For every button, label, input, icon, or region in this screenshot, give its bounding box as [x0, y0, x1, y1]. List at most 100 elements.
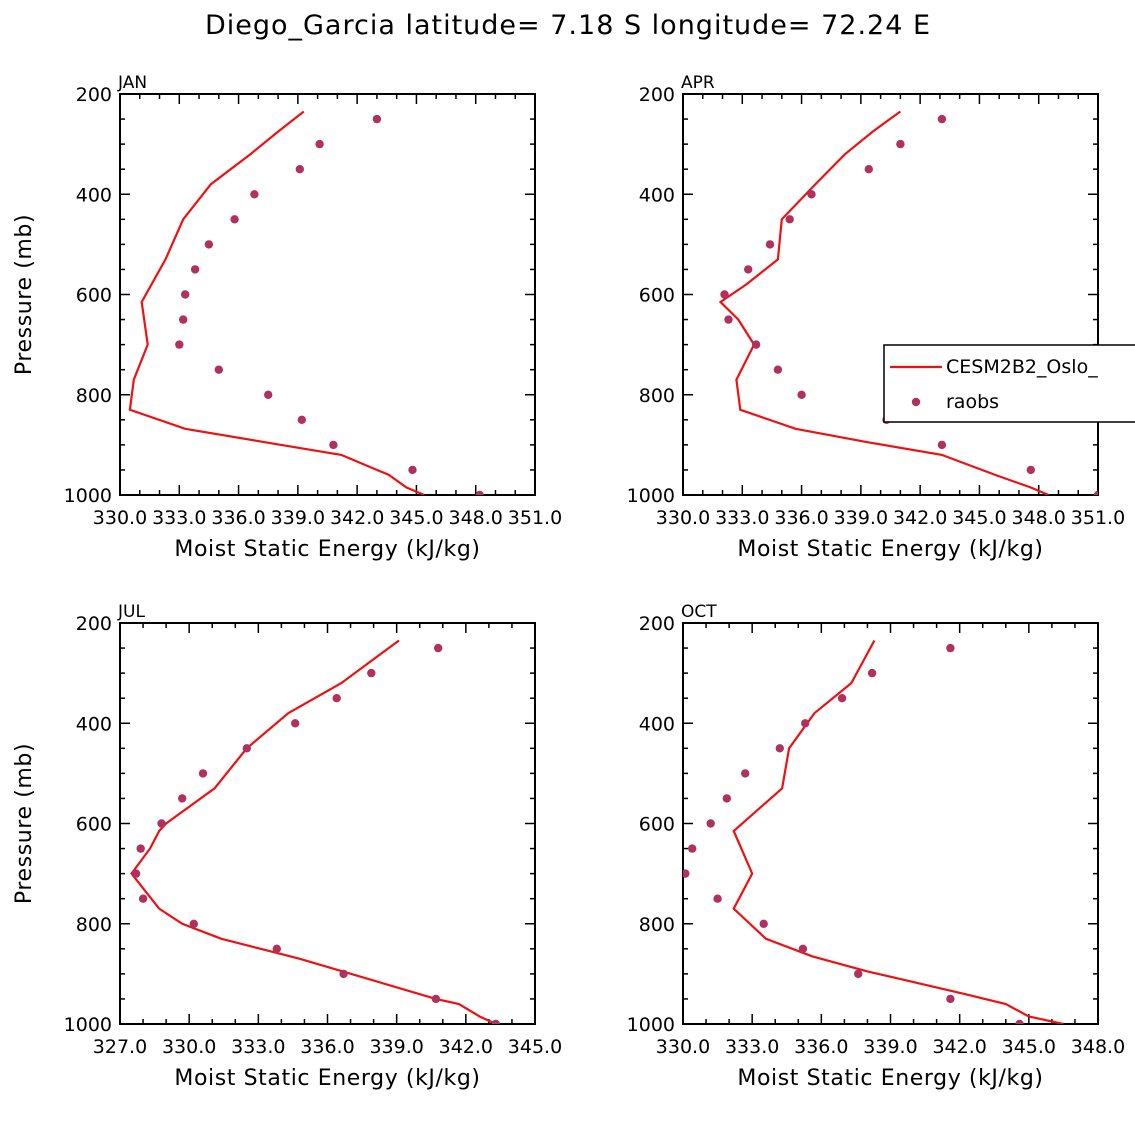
obs-point-jul	[291, 719, 300, 728]
legend-model-label: CESM2B2_Oslo_	[946, 356, 1098, 378]
obs-point-oct	[798, 944, 808, 953]
x-tick-label-apr: 336.0	[774, 507, 828, 529]
y-tick-label-jul: 200	[76, 613, 112, 635]
obs-point-jul	[198, 769, 208, 778]
obs-point-jan	[372, 114, 382, 124]
y-tick-label-jul: 600	[76, 814, 112, 836]
x-axis-label-oct: Moist Static Energy (kJ/kg)	[737, 1066, 1043, 1091]
y-tick-label-apr: 600	[639, 285, 675, 307]
obs-point-oct	[837, 694, 847, 703]
x-tick-label-jul: 327.0	[93, 1036, 147, 1058]
obs-point-jul	[136, 844, 145, 853]
obs-point-apr	[751, 340, 761, 349]
obs-point-oct	[683, 869, 690, 878]
obs-point-apr	[937, 440, 947, 450]
obs-point-jan	[315, 139, 324, 149]
y-tick-label-jan: 200	[76, 84, 112, 106]
y-tick-label-jan: 800	[76, 385, 112, 407]
x-tick-label-jul: 345.0	[508, 1036, 562, 1058]
x-tick-label-oct: 345.0	[1002, 1036, 1056, 1058]
y-tick-label-jul: 400	[76, 713, 112, 735]
x-tick-label-jan: 351.0	[508, 507, 562, 529]
obs-point-jan	[190, 265, 200, 274]
x-tick-label-jan: 333.0	[152, 507, 206, 529]
x-tick-label-apr: 351.0	[1071, 507, 1125, 529]
obs-point-jan	[181, 290, 190, 299]
obs-point-apr	[1093, 490, 1098, 495]
x-tick-label-oct: 336.0	[794, 1036, 848, 1058]
obs-point-jul	[491, 1019, 500, 1024]
x-tick-label-apr: 339.0	[834, 507, 888, 529]
obs-point-jan	[214, 365, 223, 374]
obs-point-jan	[329, 440, 338, 450]
x-axis-label-jan: Moist Static Energy (kJ/kg)	[174, 537, 480, 562]
x-tick-label-apr: 333.0	[715, 507, 769, 529]
x-tick-label-jan: 330.0	[93, 507, 147, 529]
obs-point-jul	[157, 819, 166, 828]
x-tick-label-apr: 330.0	[656, 507, 710, 529]
obs-point-oct	[688, 844, 697, 853]
obs-point-jan	[475, 490, 484, 495]
x-tick-label-jul: 336.0	[300, 1036, 354, 1058]
legend-obs-label: raobs	[946, 391, 999, 413]
obs-point-oct	[801, 719, 810, 728]
legend-obs-swatch	[911, 397, 921, 407]
x-tick-label-oct: 348.0	[1071, 1036, 1125, 1058]
data-layer-jul	[130, 639, 500, 1024]
x-tick-label-apr: 342.0	[893, 507, 947, 529]
obs-point-jan	[204, 240, 214, 249]
x-tick-label-oct: 330.0	[656, 1036, 710, 1058]
panel-label-jul: JUL	[117, 602, 145, 622]
obs-point-oct	[867, 668, 877, 678]
y-tick-label-jan: 400	[76, 184, 112, 206]
y-tick-label-jul: 1000	[64, 1014, 112, 1036]
obs-point-jan	[230, 215, 239, 224]
y-tick-label-oct: 600	[639, 814, 675, 836]
panel-label-apr: APR	[681, 73, 715, 93]
obs-point-jan	[175, 340, 184, 349]
model-line-jul	[130, 639, 497, 1024]
obs-point-oct	[706, 819, 715, 828]
obs-point-oct	[741, 769, 750, 778]
obs-point-oct	[946, 643, 955, 653]
legend: CESM2B2_Oslo_raobs	[883, 344, 1135, 423]
obs-point-oct	[759, 919, 768, 928]
obs-point-jul	[339, 969, 348, 979]
obs-point-apr	[773, 365, 783, 374]
obs-point-oct	[722, 794, 731, 803]
obs-point-apr	[937, 114, 947, 124]
x-tick-label-jan: 342.0	[330, 507, 384, 529]
obs-point-oct	[775, 744, 784, 753]
y-tick-label-jan: 1000	[64, 485, 112, 507]
y-tick-label-apr: 400	[639, 184, 675, 206]
obs-point-apr	[744, 265, 753, 274]
x-tick-label-oct: 339.0	[863, 1036, 917, 1058]
x-tick-label-jul: 342.0	[439, 1036, 493, 1058]
obs-point-oct	[713, 894, 722, 903]
obs-point-jan	[295, 165, 304, 174]
obs-point-jul	[431, 994, 441, 1004]
obs-point-oct	[946, 994, 955, 1004]
obs-point-jul	[242, 744, 251, 753]
x-tick-label-jul: 339.0	[369, 1036, 423, 1058]
panel-label-jan: JAN	[117, 73, 147, 93]
x-tick-label-oct: 342.0	[932, 1036, 986, 1058]
obs-point-jan	[297, 415, 306, 424]
data-layer-oct	[683, 639, 1064, 1024]
figure-title: Diego_Garcia latitude= 7.18 S longitude=…	[205, 10, 931, 41]
obs-point-apr	[864, 165, 873, 174]
obs-point-apr	[1026, 465, 1036, 475]
x-tick-label-jan: 336.0	[211, 507, 265, 529]
obs-point-jan	[264, 390, 273, 399]
y-tick-label-oct: 200	[639, 613, 675, 635]
obs-point-apr	[785, 215, 794, 224]
model-line-jan	[128, 110, 425, 495]
obs-point-jan	[408, 465, 417, 475]
y-tick-label-apr: 800	[639, 385, 675, 407]
obs-point-apr	[765, 240, 775, 249]
